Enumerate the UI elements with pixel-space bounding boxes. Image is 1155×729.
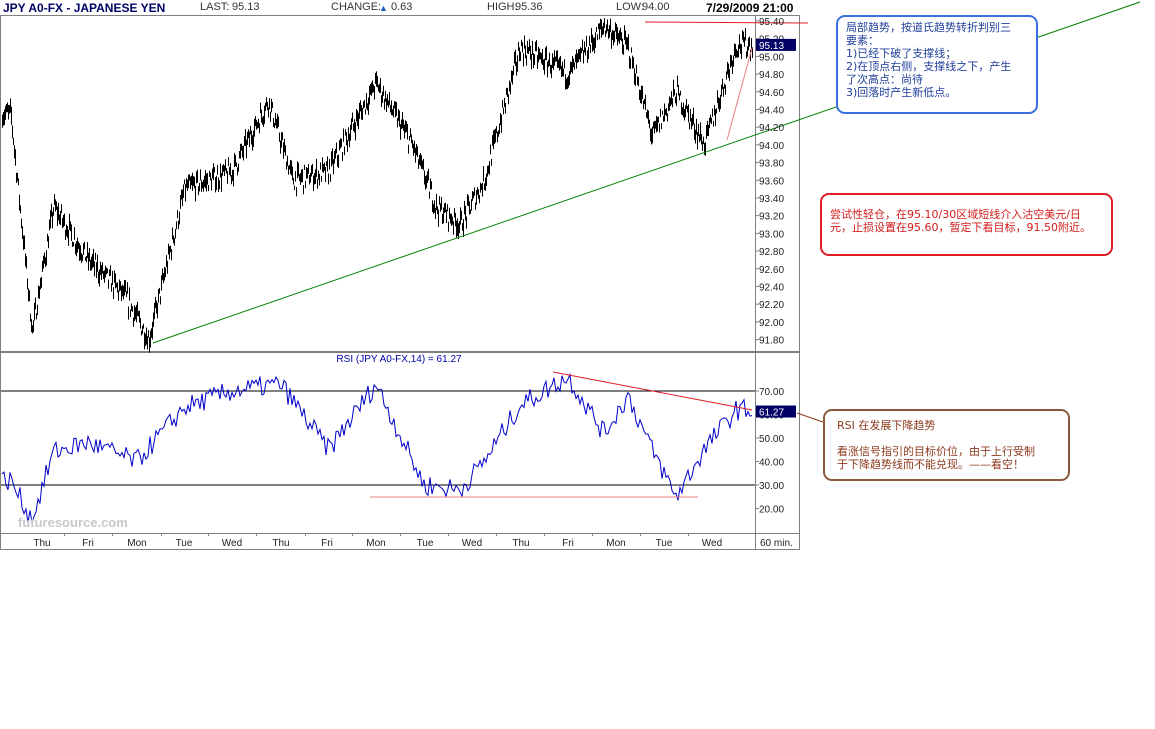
- price-tick-label: 92.20: [759, 300, 784, 311]
- note1-line: 了次高点：尚待: [846, 73, 923, 86]
- price-tick-label: 94.80: [759, 70, 784, 81]
- rsi-note-pointer: [796, 412, 824, 423]
- rsi-last-box: [756, 405, 796, 418]
- rsi-last-label: 61.27: [759, 408, 784, 419]
- note1-line: 要素：: [846, 34, 879, 47]
- last-value: 95.13: [232, 1, 260, 13]
- chart-header: JPY A0-FX - JAPANESE YEN LAST: 95.13 CHA…: [0, 0, 800, 15]
- note2-line: 尝试性轻仓，在95.10/30区域短线介入沽空美元/日: [830, 208, 1081, 221]
- time-tick-label: Wed: [462, 538, 482, 549]
- symbol-title: JPY A0-FX - JAPANESE YEN: [3, 1, 166, 15]
- steep-rise-line: [726, 47, 753, 141]
- time-tick-label: Thu: [512, 538, 529, 549]
- time-tick-label: Mon: [366, 538, 385, 549]
- note1-line: 1)已经下破了支撑线；: [846, 47, 957, 60]
- time-tick-label: Thu: [33, 538, 50, 549]
- rsi-note: RSI 在发展下降趋势 看涨信号指引的目标价位，由于上行受制 于下降趋势线而不能…: [823, 409, 1070, 481]
- price-tick-label: 94.20: [759, 123, 784, 134]
- price-tick-label: 93.40: [759, 194, 784, 205]
- note1-line: 局部趋势，按道氏趋势转折判别三: [846, 21, 1011, 34]
- time-tick-label: Tue: [417, 538, 434, 549]
- price-tick-label: 92.60: [759, 265, 784, 276]
- time-tick-label: Fri: [321, 538, 333, 549]
- time-tick-label: Tue: [176, 538, 193, 549]
- note2-line: 元，止损设置在95.60，暂定下看目标，91.50附近。: [830, 221, 1091, 234]
- trade-plan-note: 尝试性轻仓，在95.10/30区域短线介入沽空美元/日 元，止损设置在95.60…: [820, 193, 1113, 256]
- last-price-box: [756, 38, 796, 51]
- chart-datetime: 7/29/2009 21:00: [706, 1, 794, 15]
- change-label: CHANGE:: [331, 1, 382, 13]
- note1-line: 3)回落时产生新低点。: [846, 86, 957, 99]
- rsi-downtrend-line: [552, 371, 753, 411]
- time-tick-label: Wed: [222, 538, 242, 549]
- price-tick-label: 92.40: [759, 282, 784, 293]
- rsi-line: [1, 372, 753, 523]
- rsi-tick-label: 70.00: [759, 387, 784, 398]
- note3-title: RSI 在发展下降趋势: [837, 419, 936, 432]
- watermark: futuresource.com: [18, 515, 128, 530]
- rsi-title: RSI (JPY A0-FX,14) = 61.27: [336, 354, 462, 365]
- time-tick-label: Fri: [82, 538, 94, 549]
- time-tick-label: Fri: [562, 538, 574, 549]
- note3-line: 看涨信号指引的目标价位，由于上行受制: [837, 445, 1035, 458]
- price-tick-label: 93.20: [759, 212, 784, 223]
- rsi-tick-label: 20.00: [759, 505, 784, 516]
- price-tick-label: 95.00: [759, 52, 784, 63]
- price-panel-frame: [0, 15, 800, 352]
- price-tick-label: 92.00: [759, 318, 784, 329]
- up-arrow-icon: ▲: [379, 3, 388, 13]
- time-tick-label: Mon: [127, 538, 146, 549]
- last-label: LAST:: [200, 1, 230, 13]
- change-value: 0.63: [391, 1, 413, 13]
- time-unit-label: 60 min.: [760, 538, 793, 549]
- low-value: 94.00: [642, 1, 670, 13]
- rsi-tick-label: 30.00: [759, 481, 784, 492]
- price-tick-label: 93.80: [759, 159, 784, 170]
- time-tick-label: Tue: [656, 538, 673, 549]
- high-label: HIGH:: [487, 1, 518, 13]
- price-tick-label: 93.00: [759, 229, 784, 240]
- price-tick-label: 94.40: [759, 105, 784, 116]
- low-label: LOW:: [616, 1, 644, 13]
- price-tick-label: 91.80: [759, 336, 784, 347]
- note3-line: 于下降趋势线而不能兑现。——看空！: [837, 458, 1024, 471]
- price-tick-label: 95.40: [759, 17, 784, 28]
- last-price-label: 95.13: [759, 41, 784, 52]
- price-tick-label: 92.80: [759, 247, 784, 258]
- high-value: 95.36: [515, 1, 543, 13]
- time-tick-label: Thu: [272, 538, 289, 549]
- time-tick-label: Mon: [606, 538, 625, 549]
- trend-note: 局部趋势，按道氏趋势转折判别三 要素： 1)已经下破了支撑线； 2)在顶点右侧，…: [836, 15, 1038, 114]
- price-tick-label: 94.00: [759, 141, 784, 152]
- rsi-tick-label: 40.00: [759, 458, 784, 469]
- resistance-line: [644, 21, 809, 24]
- time-tick-label: Wed: [702, 538, 722, 549]
- price-tick-label: 93.60: [759, 176, 784, 187]
- note1-line: 2)在顶点右侧，支撑线之下，产生: [846, 60, 1012, 73]
- rsi-panel-frame: [0, 352, 800, 534]
- price-tick-label: 94.60: [759, 88, 784, 99]
- rsi-tick-label: 50.00: [759, 434, 784, 445]
